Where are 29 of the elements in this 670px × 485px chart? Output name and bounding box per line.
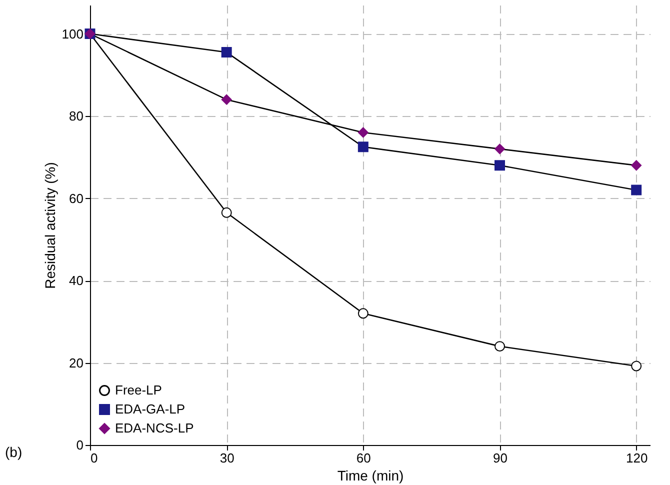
y-tick-label: 0 xyxy=(76,438,84,452)
legend-label: Free-LP xyxy=(115,382,162,398)
x-tick-label: 90 xyxy=(493,450,508,466)
point xyxy=(221,207,232,218)
y-tick-label: 40 xyxy=(69,273,84,288)
x-tick-label: 120 xyxy=(626,450,648,466)
y-tick-label: 80 xyxy=(69,108,84,124)
point xyxy=(358,308,368,319)
y-tick-label: 60 xyxy=(69,190,84,206)
x-tick-label: 60 xyxy=(356,450,371,466)
y-tick-label: 20 xyxy=(69,355,84,370)
point xyxy=(494,160,505,171)
x-tick-label: 0 xyxy=(90,450,98,466)
y-tick-label: 100 xyxy=(62,26,84,42)
x-axis-title: Time (min) xyxy=(337,468,404,484)
legend-label: EDA-NCS-LP xyxy=(115,420,194,436)
point xyxy=(631,360,642,372)
point xyxy=(494,341,505,352)
point xyxy=(221,47,232,58)
point xyxy=(494,144,505,154)
point xyxy=(358,142,368,152)
x-tick-label: 30 xyxy=(220,450,234,466)
point xyxy=(221,94,232,105)
point xyxy=(631,184,642,196)
legend-label: EDA-GA-LP xyxy=(115,402,186,416)
point xyxy=(358,127,368,138)
y-axis-title: Residual activity (%) xyxy=(42,162,58,289)
point xyxy=(631,160,642,171)
text: (b) xyxy=(5,444,22,460)
